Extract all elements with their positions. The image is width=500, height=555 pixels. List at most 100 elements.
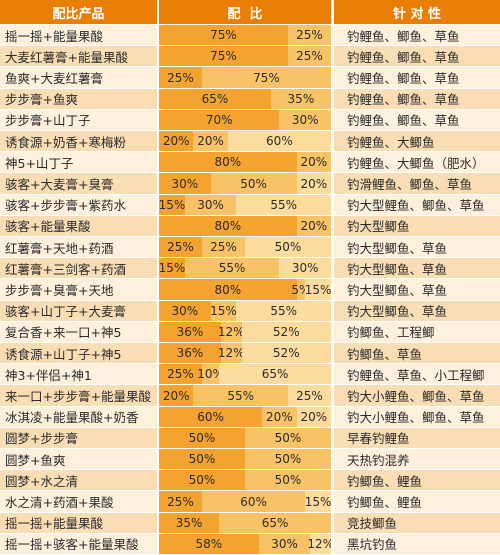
ratio-segment: 35% <box>159 512 220 533</box>
product-name: 骇客+步步膏+紫药水 <box>0 194 157 215</box>
target-fish: 钓鲫鱼、工程鲫 <box>334 321 500 343</box>
product-name: 水之清+药酒+果酸 <box>0 491 157 512</box>
product-name: 红薯膏+天地+药酒 <box>0 237 157 258</box>
table-row: 水之清+药酒+果酸 25% 60% 15% 钓鲫鱼、鲤鱼 <box>0 491 500 512</box>
ratio-segment: 55% <box>236 194 331 215</box>
ratio-bar: 50% 50% <box>159 449 331 470</box>
ratio-segment: 25% <box>159 237 202 258</box>
ratio-bar: 65% 35% <box>159 88 331 109</box>
target-fish: 钓鲤鱼、草鱼、小工程鲫 <box>334 364 500 385</box>
ratio-segment: 12% <box>218 343 245 364</box>
table-row: 骇客+步步膏+紫药水 15% 30% 55% 钓大型鲤鱼、鲫鱼、草鱼 <box>0 194 500 215</box>
ratio-segment: 36% <box>159 343 221 364</box>
ratio-segment: 30% <box>184 194 237 215</box>
ratio-segment: 55% <box>236 300 331 321</box>
table-row: 骇客+山丁子+大麦膏 30% 15% 55% 钓大型鲫鱼、草鱼 <box>0 300 500 321</box>
table-row: 冰淇凌+能量果酸+奶香 60% 20% 20% 钓大小鲤鱼、鲫鱼、草鱼 <box>0 406 500 427</box>
ratio-segment: 25% <box>159 364 202 385</box>
ratio-bar: 35% 65% <box>159 512 331 533</box>
ratio-segment: 30% <box>159 173 211 194</box>
product-name: 骇客+大麦膏+臭膏 <box>0 173 157 194</box>
target-fish: 钓鲫鱼、鲤鱼 <box>334 491 500 512</box>
product-name: 来一口+步步膏+能量果酸 <box>0 385 157 406</box>
ratio-segment: 30% <box>279 258 331 279</box>
ratio-segment: 36% <box>159 321 221 343</box>
ratio-bar: 75% 25% <box>159 25 331 46</box>
ratio-segment: 50% <box>245 427 331 449</box>
ratio-segment: 55% <box>184 258 280 279</box>
ratio-segment: 65% <box>219 512 331 533</box>
table-row: 骇客+大麦膏+臭膏 30% 50% 20% 钓滑鲤鱼、鲫鱼、草鱼 <box>0 173 500 194</box>
ratio-segment: 25% <box>288 25 331 46</box>
table-row: 圆梦+鱼爽 50% 50% 天热钓混养 <box>0 449 500 470</box>
ratio-segment: 65% <box>159 88 271 109</box>
ratio-bar: 15% 30% 55% <box>159 194 331 215</box>
target-fish: 黑坑钓鱼 <box>334 533 500 555</box>
product-name: 骇客+能量果酸 <box>0 215 157 237</box>
table-row: 红薯膏+三剑客+药酒 15% 55% 30% 钓大型鲫鱼、草鱼 <box>0 258 500 279</box>
ratio-bar: 20% 55% 25% <box>159 385 331 406</box>
ratio-segment: 60% <box>159 406 263 427</box>
target-fish: 钓鲫鱼、草鱼 <box>334 343 500 364</box>
ratio-segment: 12% <box>218 321 245 343</box>
table-row: 诱食源+山丁子+神5 36% 12% 52% 钓鲫鱼、草鱼 <box>0 343 500 364</box>
product-name: 摇一摇+骇客+能量果酸 <box>0 533 157 555</box>
ratio-bar: 20% 20% 60% <box>159 131 331 152</box>
ratio-bar: 80% 20% <box>159 215 331 237</box>
ratio-bar: 25% 10% 65% <box>159 364 331 385</box>
ratio-segment: 15% <box>210 300 237 321</box>
product-name: 神3+伴侣+神1 <box>0 364 157 385</box>
table-row: 摇一摇+能量果酸 35% 65% 竞技鲫鱼 <box>0 512 500 533</box>
ratio-bar: 15% 55% 30% <box>159 258 331 279</box>
target-fish: 钓鲫鱼、鲤鱼 <box>334 470 500 491</box>
ratio-segment: 52% <box>241 343 331 364</box>
target-fish: 钓大型鲫鱼 <box>334 215 500 237</box>
header-target: 针 对 性 <box>334 0 500 24</box>
target-fish: 钓大型鲫鱼、草鱼 <box>334 300 500 321</box>
ratio-segment: 50% <box>159 449 245 470</box>
ratio-segment: 80% <box>159 152 297 173</box>
ratio-segment: 25% <box>159 67 202 88</box>
table-row: 圆梦+步步膏 50% 50% 早春钓鲤鱼 <box>0 427 500 449</box>
ratio-bar: 36% 12% 52% <box>159 343 331 364</box>
target-fish: 钓大型鲤鱼、鲫鱼、草鱼 <box>334 194 500 215</box>
product-name: 圆梦+水之清 <box>0 470 157 491</box>
ratio-segment: 50% <box>245 470 331 491</box>
target-fish: 竞技鲫鱼 <box>334 512 500 533</box>
header-ratio: 配 比 <box>159 0 331 24</box>
ratio-segment: 15% <box>159 258 185 279</box>
ratio-segment: 30% <box>279 109 331 131</box>
ratio-segment: 20% <box>262 406 297 427</box>
ratio-segment: 25% <box>288 385 331 406</box>
ratio-segment: 60% <box>227 131 331 152</box>
target-fish: 钓大小鲤鱼、鲫鱼、草鱼 <box>334 385 500 406</box>
product-name: 圆梦+步步膏 <box>0 427 157 449</box>
ratio-segment: 50% <box>159 427 245 449</box>
ratio-segment: 50% <box>245 237 331 258</box>
target-fish: 钓大型鲫鱼、草鱼 <box>334 237 500 258</box>
product-name: 红薯膏+三剑客+药酒 <box>0 258 157 279</box>
ratio-bar: 75% 25% <box>159 46 331 67</box>
ratio-segment: 58% <box>159 533 259 555</box>
ratio-segment: 20% <box>296 152 331 173</box>
product-name: 摇一摇+能量果酸 <box>0 512 157 533</box>
target-fish: 钓鲤鱼、大鲫鱼（肥水） <box>334 152 500 173</box>
ratio-segment: 20% <box>159 385 194 406</box>
product-name: 复合香+来一口+神5 <box>0 321 157 343</box>
ratio-bar: 58%30%12% <box>159 533 331 555</box>
product-name: 圆梦+鱼爽 <box>0 449 157 470</box>
ratio-segment: 15% <box>159 194 185 215</box>
ratio-segment: 20% <box>296 215 331 237</box>
target-fish: 钓鲤鱼、鲫鱼、草鱼 <box>334 67 500 88</box>
table-row: 来一口+步步膏+能量果酸 20% 55% 25% 钓大小鲤鱼、鲫鱼、草鱼 <box>0 385 500 406</box>
product-name: 步步膏+鱼爽 <box>0 88 157 109</box>
ratio-segment: 70% <box>159 109 280 131</box>
ratio-bar: 25% 75% <box>159 67 331 88</box>
target-fish: 钓大型鲫鱼、草鱼 <box>334 279 500 300</box>
product-name: 鱼爽+大麦红薯膏 <box>0 67 157 88</box>
ratio-segment: 25% <box>159 491 202 512</box>
target-fish: 天热钓混养 <box>334 449 500 470</box>
ratio-segment: 55% <box>193 385 288 406</box>
product-name: 诱食源+山丁子+神5 <box>0 343 157 364</box>
